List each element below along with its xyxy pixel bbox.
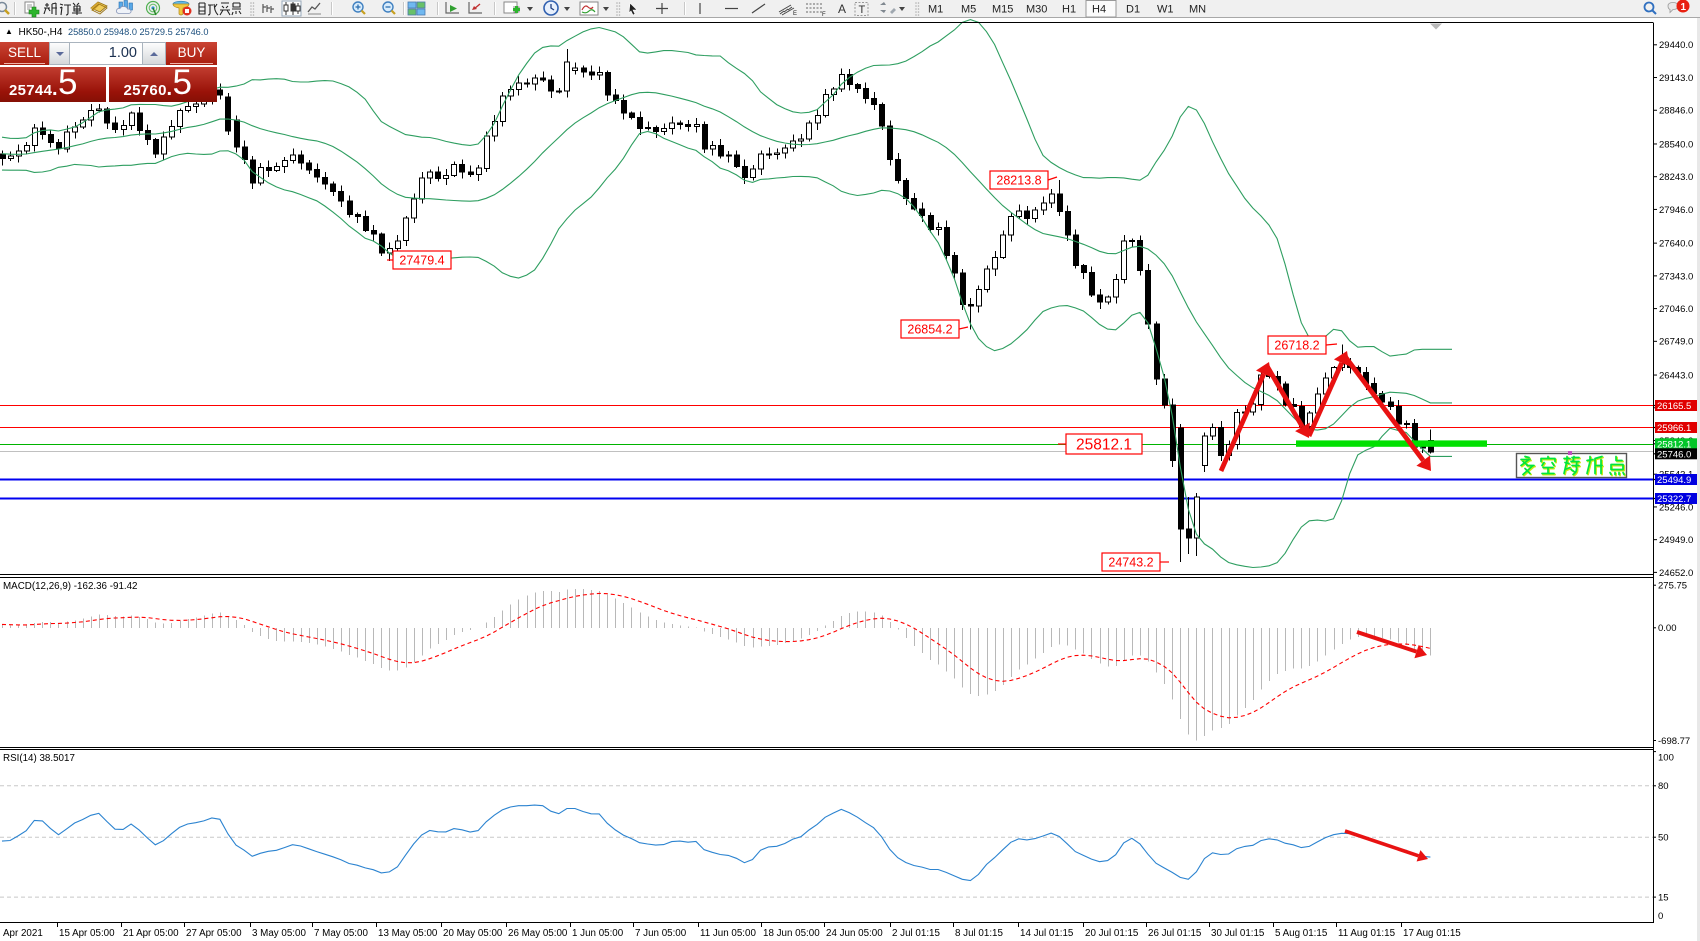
svg-text:27046.0: 27046.0 [1659, 304, 1693, 315]
svg-text:3 May 05:00: 3 May 05:00 [252, 928, 306, 939]
svg-text:27343.0: 27343.0 [1659, 271, 1693, 282]
svg-text:MN: MN [1189, 4, 1206, 16]
svg-text:24743.2: 24743.2 [1108, 556, 1153, 570]
svg-text:26718.2: 26718.2 [1274, 339, 1319, 353]
svg-text:24 Jun 05:00: 24 Jun 05:00 [826, 928, 883, 939]
svg-text:21 Apr 05:00: 21 Apr 05:00 [123, 928, 179, 939]
svg-text:5 Aug 01:15: 5 Aug 01:15 [1275, 928, 1328, 939]
svg-text:0: 0 [1658, 911, 1663, 922]
svg-text:27640.0: 27640.0 [1659, 239, 1693, 250]
svg-text:H1: H1 [1062, 4, 1076, 16]
svg-text:D1: D1 [1126, 4, 1140, 16]
svg-text:1: 1 [1681, 2, 1687, 13]
svg-text:7 Jun 05:00: 7 Jun 05:00 [635, 928, 687, 939]
svg-text:275.75: 275.75 [1658, 581, 1687, 592]
svg-text:29440.0: 29440.0 [1659, 40, 1693, 51]
svg-text:24949.0: 24949.0 [1659, 535, 1693, 546]
svg-text:26 May 05:00: 26 May 05:00 [508, 928, 568, 939]
svg-text:25746.0: 25746.0 [1657, 449, 1691, 460]
svg-text:0.00: 0.00 [1658, 623, 1677, 634]
svg-text:20 May 05:00: 20 May 05:00 [443, 928, 503, 939]
svg-text:M15: M15 [992, 4, 1013, 16]
svg-text:26443.0: 26443.0 [1659, 370, 1693, 381]
svg-text:E: E [793, 11, 797, 17]
svg-text:MACD(12,26,9) -162.36 -91.42: MACD(12,26,9) -162.36 -91.42 [3, 581, 138, 592]
svg-text:17 Aug 01:15: 17 Aug 01:15 [1403, 928, 1461, 939]
svg-text:27 Apr 05:00: 27 Apr 05:00 [186, 928, 242, 939]
svg-text:28213.8: 28213.8 [996, 174, 1041, 188]
svg-text:24652.0: 24652.0 [1659, 568, 1693, 579]
svg-text:27946.0: 27946.0 [1659, 205, 1693, 216]
svg-text:2 Jul 01:15: 2 Jul 01:15 [892, 928, 940, 939]
svg-text:F: F [822, 12, 826, 18]
svg-text:50: 50 [1658, 833, 1669, 844]
svg-text:H4: H4 [1092, 4, 1106, 16]
svg-text:26749.0: 26749.0 [1659, 337, 1693, 348]
svg-text:80: 80 [1658, 781, 1669, 792]
svg-text:Apr 2021: Apr 2021 [3, 928, 43, 939]
svg-text:25494.9: 25494.9 [1657, 475, 1691, 486]
svg-text:13 May 05:00: 13 May 05:00 [378, 928, 438, 939]
svg-text:18 Jun 05:00: 18 Jun 05:00 [763, 928, 820, 939]
svg-text:7 May 05:00: 7 May 05:00 [314, 928, 368, 939]
svg-text:1 Jun 05:00: 1 Jun 05:00 [572, 928, 624, 939]
svg-text:A: A [838, 2, 846, 16]
svg-text:28846.0: 28846.0 [1659, 106, 1693, 117]
svg-text:11 Aug 01:15: 11 Aug 01:15 [1338, 928, 1396, 939]
svg-text:100: 100 [1658, 752, 1674, 763]
svg-text:M1: M1 [928, 4, 943, 16]
svg-text:27479.4: 27479.4 [399, 254, 444, 268]
svg-text:11 Jun 05:00: 11 Jun 05:00 [700, 928, 756, 939]
svg-text:15 Apr 05:00: 15 Apr 05:00 [59, 928, 115, 939]
svg-text:14 Jul 01:15: 14 Jul 01:15 [1020, 928, 1074, 939]
svg-text:T: T [859, 4, 866, 16]
svg-text:8 Jul 01:15: 8 Jul 01:15 [955, 928, 1003, 939]
svg-text:25812.1: 25812.1 [1657, 439, 1691, 450]
svg-text:26854.2: 26854.2 [907, 323, 952, 337]
svg-text:M30: M30 [1026, 4, 1047, 16]
svg-text:29143.0: 29143.0 [1659, 73, 1693, 84]
svg-text:RSI(14) 38.5017: RSI(14) 38.5017 [3, 753, 75, 764]
svg-text:25966.1: 25966.1 [1657, 423, 1691, 434]
svg-text:30 Jul 01:15: 30 Jul 01:15 [1211, 928, 1265, 939]
svg-text:-698.77: -698.77 [1658, 736, 1690, 747]
svg-text:W1: W1 [1157, 4, 1174, 16]
svg-text:M5: M5 [961, 4, 976, 16]
svg-text:26165.5: 26165.5 [1657, 401, 1691, 412]
svg-text:15: 15 [1658, 893, 1669, 904]
svg-text:25322.7: 25322.7 [1657, 494, 1691, 505]
svg-text:25812.1: 25812.1 [1076, 437, 1132, 454]
svg-text:26 Jul 01:15: 26 Jul 01:15 [1148, 928, 1202, 939]
svg-text:20 Jul 01:15: 20 Jul 01:15 [1085, 928, 1139, 939]
svg-text:25246.0: 25246.0 [1659, 502, 1693, 513]
svg-text:28540.0: 28540.0 [1659, 139, 1693, 150]
svg-text:28243.0: 28243.0 [1659, 172, 1693, 183]
